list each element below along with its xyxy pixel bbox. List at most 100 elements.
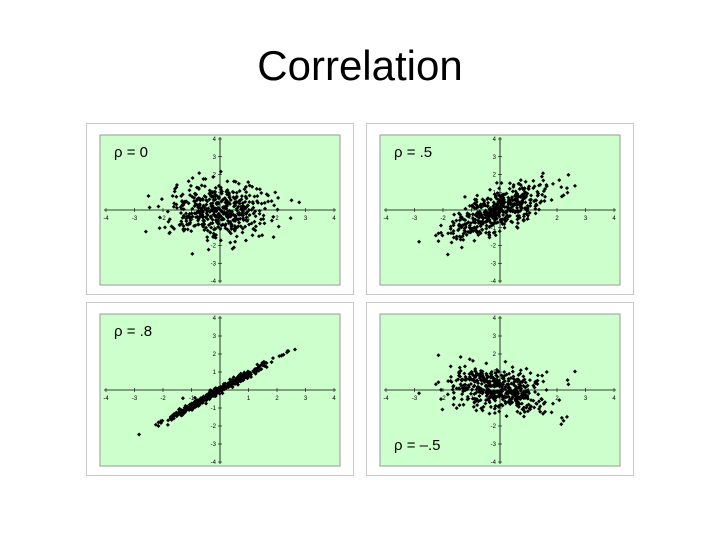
- data-point: [245, 375, 250, 380]
- data-point: [513, 202, 518, 207]
- data-point: [475, 403, 480, 408]
- x-tick-label: -4: [103, 216, 109, 222]
- data-point: [488, 206, 493, 211]
- data-point: [454, 218, 459, 223]
- data-point: [509, 195, 514, 200]
- data-point: [525, 393, 530, 398]
- data-point: [462, 385, 467, 390]
- data-point: [494, 370, 499, 375]
- x-tick-label: 3: [304, 216, 308, 222]
- data-point: [507, 186, 512, 191]
- y-tick-label: -2: [211, 244, 217, 250]
- data-point: [143, 229, 148, 234]
- data-point: [212, 389, 217, 394]
- data-point: [474, 387, 479, 392]
- data-point: [472, 391, 477, 396]
- x-tick-label: 4: [612, 216, 616, 222]
- data-point: [186, 179, 191, 184]
- data-point: [510, 369, 515, 374]
- data-point: [212, 227, 217, 232]
- scatter-svg: -4 -3 -2 -1 1 2 3 4 -4 -3 -2 -1 1 2 3 4 ρ = .8: [86, 302, 354, 476]
- data-point: [466, 214, 471, 219]
- data-point: [247, 222, 252, 227]
- y-tick-label: 3: [493, 155, 497, 161]
- data-point: [486, 200, 491, 205]
- data-point: [171, 204, 176, 209]
- data-point: [502, 225, 507, 230]
- data-point: [451, 231, 456, 236]
- data-point: [218, 386, 223, 391]
- data-point: [485, 397, 490, 402]
- data-point: [266, 199, 271, 204]
- data-point: [484, 373, 489, 378]
- data-point: [257, 208, 262, 213]
- data-point: [529, 398, 534, 403]
- data-point: [253, 214, 258, 219]
- data-point: [174, 194, 179, 199]
- data-point: [551, 401, 556, 406]
- data-point: [271, 214, 276, 219]
- data-point: [448, 231, 453, 236]
- data-point: [165, 209, 170, 214]
- data-point: [507, 181, 512, 186]
- data-point: [480, 408, 485, 413]
- data-point: [506, 399, 511, 404]
- data-point: [204, 225, 209, 230]
- data-point: [484, 378, 489, 383]
- data-point: [474, 373, 479, 378]
- x-tick-label: 2: [275, 216, 279, 222]
- data-point: [463, 218, 468, 223]
- data-point: [271, 235, 276, 240]
- data-point: [565, 190, 570, 195]
- data-point: [493, 233, 498, 238]
- data-point: [448, 226, 453, 231]
- data-point: [454, 236, 459, 241]
- data-point: [513, 193, 518, 198]
- data-point: [210, 221, 215, 226]
- x-tick-label: -3: [132, 396, 138, 402]
- data-point: [506, 202, 511, 207]
- data-point: [565, 378, 570, 383]
- data-point: [192, 204, 197, 209]
- data-point: [477, 373, 482, 378]
- data-point: [451, 383, 456, 388]
- data-point: [499, 181, 504, 186]
- data-point: [451, 390, 456, 395]
- data-point: [522, 377, 527, 382]
- data-point: [494, 180, 499, 185]
- data-point: [460, 234, 465, 239]
- data-point: [211, 174, 216, 179]
- data-point: [464, 232, 469, 237]
- data-point: [262, 200, 267, 205]
- data-point: [253, 224, 258, 229]
- data-point: [566, 172, 571, 177]
- data-point: [192, 199, 197, 204]
- data-point: [174, 202, 179, 207]
- data-point: [467, 357, 472, 362]
- data-point: [448, 224, 453, 229]
- data-point: [495, 374, 500, 379]
- data-point: [474, 197, 479, 202]
- data-point: [458, 355, 463, 360]
- data-point: [263, 206, 268, 211]
- y-tick-label: -2: [491, 244, 497, 250]
- data-point: [208, 209, 213, 214]
- data-point: [202, 222, 207, 227]
- data-point: [513, 396, 518, 401]
- data-point: [146, 193, 151, 198]
- data-point: [233, 379, 238, 384]
- data-point: [493, 214, 498, 219]
- data-point: [205, 228, 210, 233]
- data-point: [511, 394, 516, 399]
- data-point: [511, 182, 516, 187]
- data-point: [180, 396, 185, 401]
- data-point: [466, 396, 471, 401]
- data-point: [476, 381, 481, 386]
- data-point: [222, 196, 227, 201]
- data-point: [187, 404, 192, 409]
- data-point: [197, 171, 202, 176]
- data-point: [479, 381, 484, 386]
- data-point: [277, 354, 282, 359]
- data-point: [230, 385, 235, 390]
